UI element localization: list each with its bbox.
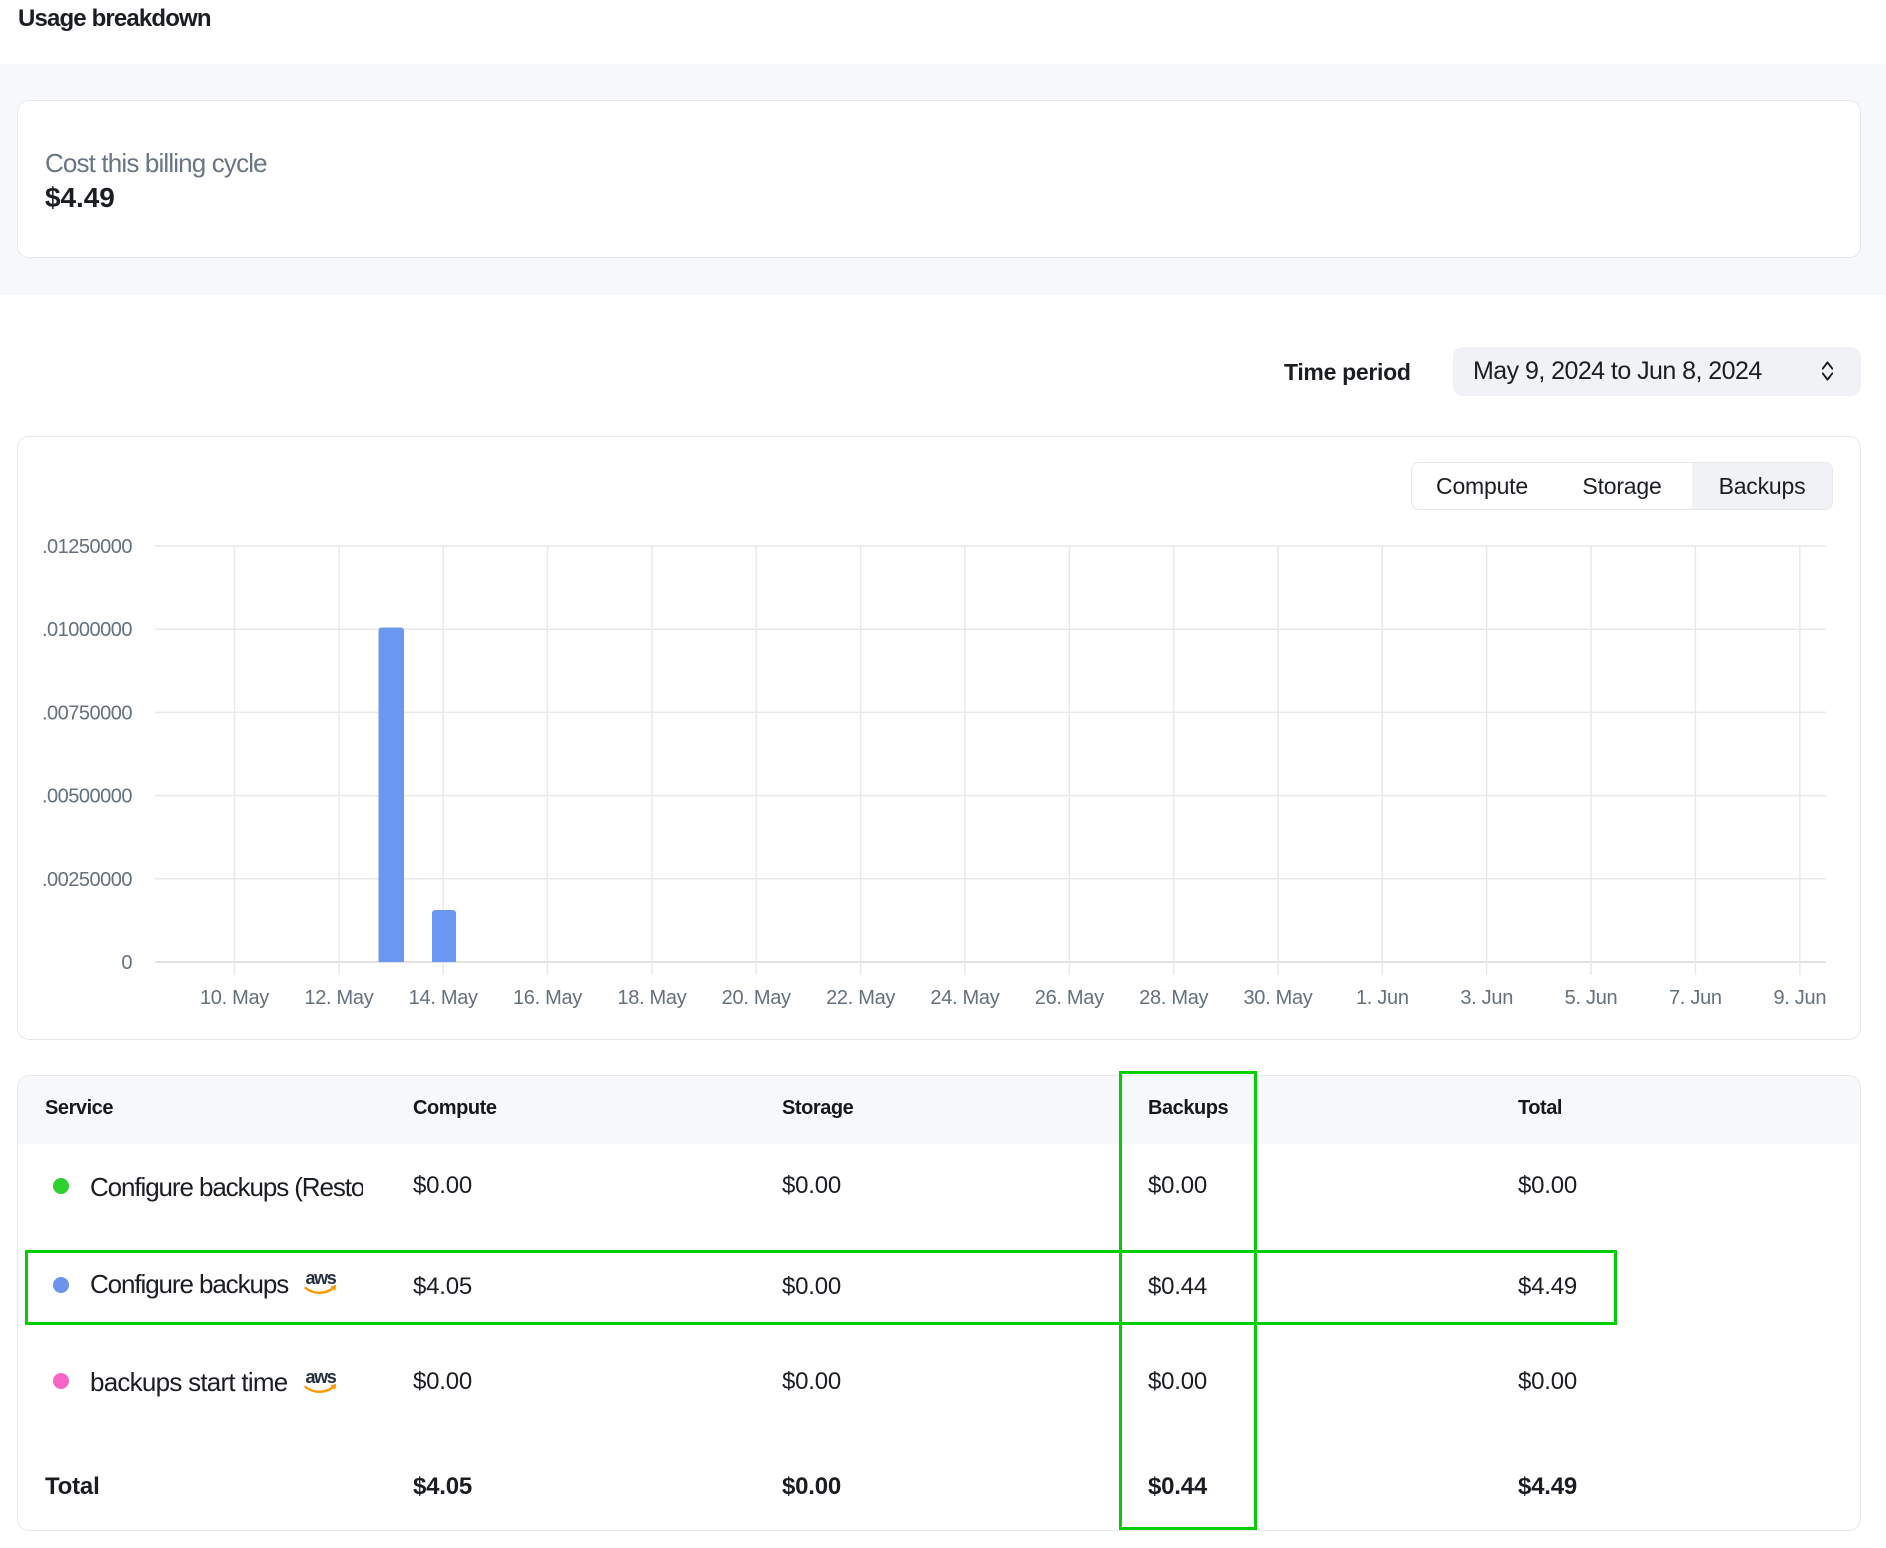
svg-text:14. May: 14. May [409,987,478,1009]
svg-text:24. May: 24. May [930,987,999,1009]
svg-text:26. May: 26. May [1035,987,1104,1009]
svg-text:aws: aws [306,1371,337,1387]
svg-text:22. May: 22. May [826,987,895,1009]
svg-text:7. Jun: 7. Jun [1669,987,1722,1009]
svg-text:9. Jun: 9. Jun [1773,987,1826,1009]
svg-text:18. May: 18. May [617,987,686,1009]
svg-text:30. May: 30. May [1243,987,1312,1009]
svg-text:28. May: 28. May [1139,987,1208,1009]
svg-text:10. May: 10. May [200,987,269,1009]
svg-text:16. May: 16. May [513,987,582,1009]
svg-text:0: 0 [121,952,132,974]
svg-text:1. Jun: 1. Jun [1356,987,1409,1009]
svg-text:3. Jun: 3. Jun [1460,987,1513,1009]
svg-text:.00750000: .00750000 [42,702,132,724]
svg-text:.00500000: .00500000 [42,786,132,808]
svg-text:.01000000: .01000000 [42,619,132,641]
svg-text:.00250000: .00250000 [42,869,132,891]
svg-text:.01250000: .01250000 [42,536,132,558]
svg-text:aws: aws [306,1272,337,1288]
svg-text:12. May: 12. May [304,987,373,1009]
svg-text:5. Jun: 5. Jun [1565,987,1618,1009]
svg-text:20. May: 20. May [722,987,791,1009]
